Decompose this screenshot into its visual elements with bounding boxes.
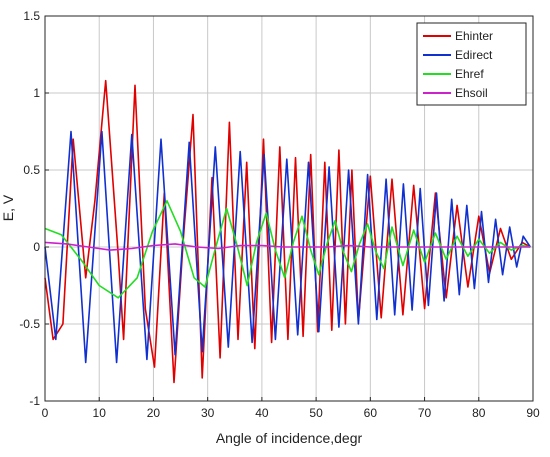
y-tick-label: -1 [29,394,40,408]
x-tick-label: 70 [418,406,432,420]
x-tick-label: 0 [42,406,49,420]
series-line-edirect [44,130,531,364]
series-line-ehsoil [44,241,531,251]
y-tick-label: 1.5 [23,9,40,23]
legend: Ehinter Edirect Ehref Ehsoil [416,22,527,106]
y-tick-label: -0.5 [19,317,40,331]
x-axis-label: Angle of incidence,degr [216,430,363,446]
series-line-ehref [44,200,531,299]
x-tick-label: 80 [472,406,486,420]
x-tick-label: 90 [526,406,540,420]
y-axis-ticks: -1 -0.5 0 0.5 1 1.5 [19,9,49,408]
legend-label: Ehref [455,67,484,81]
x-tick-label: 40 [255,406,269,420]
y-tick-label: 0 [33,240,40,254]
y-tick-label: 1 [33,86,40,100]
x-tick-label: 20 [147,406,161,420]
legend-label: Edirect [455,48,493,62]
legend-label: Ehsoil [455,86,488,100]
y-axis-label: E, V [0,194,16,221]
x-tick-label: 50 [309,406,323,420]
x-tick-label: 30 [201,406,215,420]
x-tick-label: 10 [93,406,107,420]
x-axis-ticks: 0 10 20 30 40 50 60 70 80 90 [42,397,540,420]
y-tick-label: 0.5 [23,163,40,177]
x-tick-label: 60 [364,406,378,420]
series-lines [44,79,531,384]
legend-label: Ehinter [455,29,493,43]
plot-frame [44,15,534,402]
